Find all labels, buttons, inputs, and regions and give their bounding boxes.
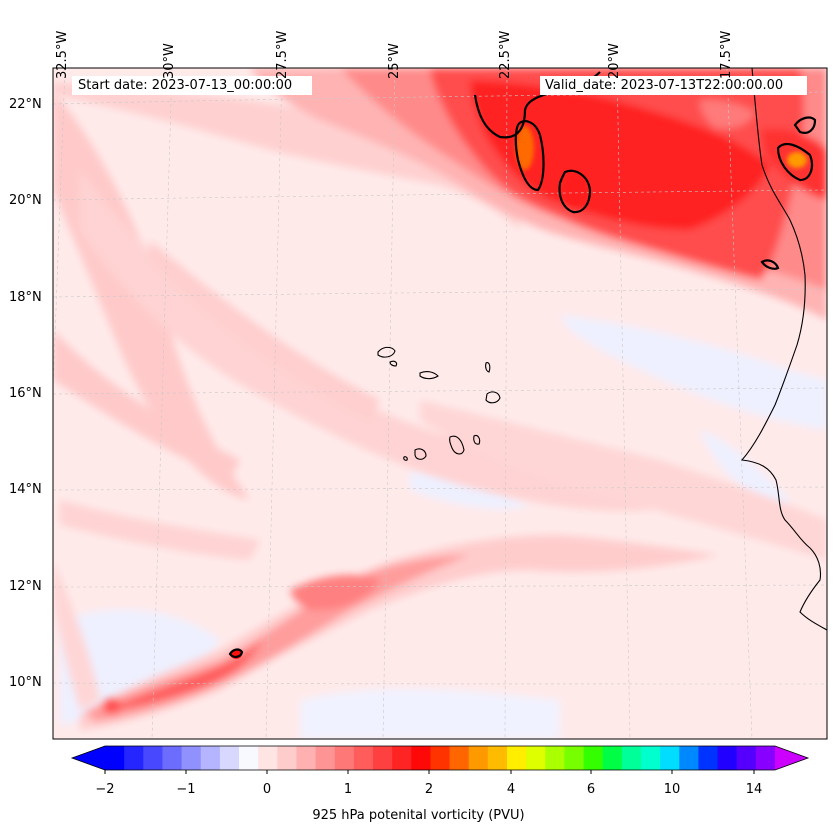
- colorbar-tick-label: 2: [424, 782, 434, 797]
- colorbar-segment: [698, 746, 719, 770]
- start-date-label: Start date: 2023-07-13_00:00:00: [72, 76, 312, 95]
- colorbar-segment: [736, 746, 757, 770]
- colorbar-segment: [679, 746, 699, 770]
- lon-label-27-5w: 27.5°W: [275, 30, 290, 79]
- colorbar-segment: [296, 746, 317, 770]
- colorbar-segment: [162, 746, 183, 770]
- lon-label-17-5w: 17.5°W: [719, 30, 734, 79]
- colorbar-segment: [487, 746, 508, 770]
- colorbar: [70, 745, 810, 774]
- colorbar-tick-label: 4: [506, 782, 516, 797]
- colorbar-segment: [430, 746, 451, 770]
- colorbar-segment: [181, 746, 202, 770]
- colorbar-segment: [258, 746, 278, 770]
- colorbar-tick-label: 6: [586, 782, 596, 797]
- colorbar-segment: [353, 746, 374, 770]
- colorbar-segment: [105, 746, 125, 770]
- colorbar-segment: [545, 746, 565, 770]
- colorbar-tick-label: 10: [663, 782, 681, 797]
- colorbar-tick-label: 0: [262, 782, 272, 797]
- colorbar-segment: [602, 746, 623, 770]
- valid-date-text: Valid_date: 2023-07-13T22:00:00.00: [545, 78, 784, 93]
- graticule: [53, 68, 827, 739]
- colorbar-segment: [468, 746, 489, 770]
- colorbar-segment: [583, 746, 604, 770]
- colorbar-segment: [392, 746, 412, 770]
- colorbar-tick-label: −2: [95, 782, 115, 797]
- colorbar-segment: [373, 746, 393, 770]
- colorbar-extend-high: [775, 746, 808, 770]
- colorbar-segment: [334, 746, 355, 770]
- lon-label-20w: 20°W: [607, 43, 622, 79]
- colorbar-segment: [755, 746, 776, 770]
- valid-date-label: Valid_date: 2023-07-13T22:00:00.00: [540, 76, 807, 95]
- lon-label-25w: 25°W: [387, 43, 402, 79]
- colorbar-segment: [564, 746, 585, 770]
- colorbar-segment: [315, 746, 336, 770]
- colorbar-extend-low: [72, 746, 105, 770]
- start-date-text: Start date: 2023-07-13_00:00:00: [78, 78, 293, 93]
- cape-verde-islands: [377, 346, 501, 461]
- colorbar-tick-label: −1: [176, 782, 196, 797]
- negative-pv-areas: [60, 315, 827, 739]
- lon-label-30w: 30°W: [162, 43, 177, 79]
- colorbar-segment: [449, 746, 470, 770]
- coastline: [740, 68, 827, 631]
- lat-label-10n: 10°N: [9, 675, 42, 690]
- colorbar-segment: [143, 746, 163, 770]
- lon-label-22-5w: 22.5°W: [498, 30, 513, 79]
- colorbar-segment: [660, 746, 680, 770]
- low-pv-bands: [53, 90, 827, 710]
- high-pv-cores: [516, 126, 807, 206]
- lat-label-22n: 22°N: [9, 97, 42, 112]
- high-pv-streak-southwest: [80, 535, 720, 730]
- colorbar-tick-label: 14: [745, 782, 763, 797]
- colorbar-segment: [219, 746, 240, 770]
- colorbar-segment: [277, 746, 297, 770]
- lon-label-32-5w: 32.5°W: [55, 30, 70, 79]
- colorbar-segment: [717, 746, 738, 770]
- colorbar-tick-label: 1: [343, 782, 353, 797]
- colorbar-segment: [200, 746, 221, 770]
- lat-label-14n: 14°N: [9, 482, 42, 497]
- colorbar-label: 925 hPa potenital vorticity (PVU): [312, 808, 525, 823]
- lat-label-16n: 16°N: [9, 386, 42, 401]
- lat-label-12n: 12°N: [9, 579, 42, 594]
- map-frame: [52, 67, 828, 740]
- colorbar-segment: [411, 746, 431, 770]
- colorbar-segment: [239, 746, 259, 770]
- colorbar-segment: [124, 746, 144, 770]
- colorbar-segment: [641, 746, 661, 770]
- colorbar-segment: [621, 746, 642, 770]
- colorbar-segment: [526, 746, 546, 770]
- colorbar-segment: [507, 746, 527, 770]
- lat-label-20n: 20°N: [9, 193, 42, 208]
- lat-label-18n: 18°N: [9, 290, 42, 305]
